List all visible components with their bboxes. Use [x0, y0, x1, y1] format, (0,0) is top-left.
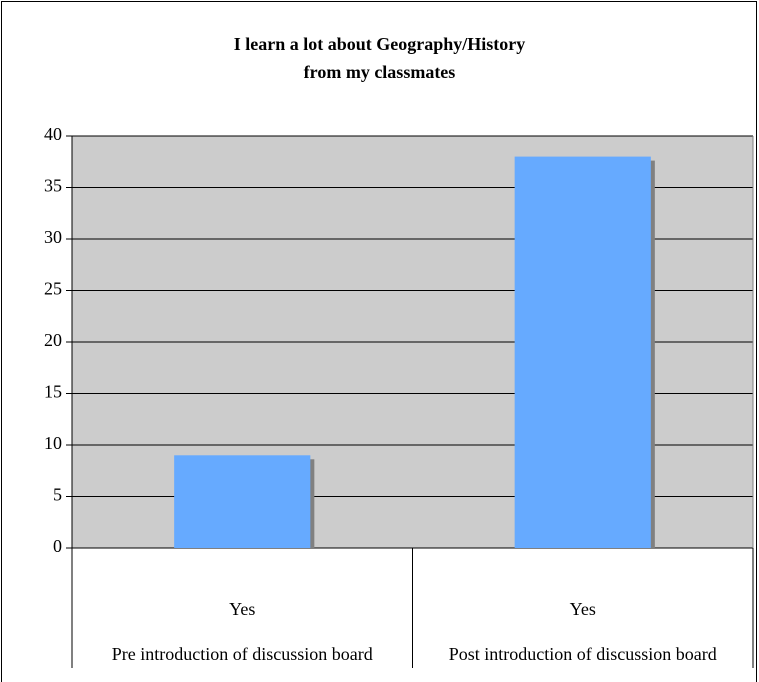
y-tick-label: 10 — [44, 433, 62, 453]
y-tick-label: 15 — [44, 382, 62, 402]
x-tick-label: Yes — [570, 599, 596, 619]
y-tick-label: 25 — [44, 279, 62, 299]
y-tick-label: 35 — [44, 176, 62, 196]
x-tick-label: Yes — [229, 599, 255, 619]
x-group-label: Post introduction of discussion board — [448, 644, 717, 664]
y-tick-label: 30 — [44, 227, 62, 247]
y-tick-label: 40 — [44, 124, 62, 144]
y-tick-label: 5 — [53, 485, 62, 505]
y-tick-label: 0 — [53, 536, 62, 556]
bar — [514, 156, 651, 548]
bar — [174, 455, 311, 548]
y-tick-label: 20 — [44, 330, 62, 350]
chart-title: I learn a lot about Geography/History fr… — [233, 34, 526, 82]
x-group-label: Pre introduction of discussion board — [111, 644, 373, 664]
